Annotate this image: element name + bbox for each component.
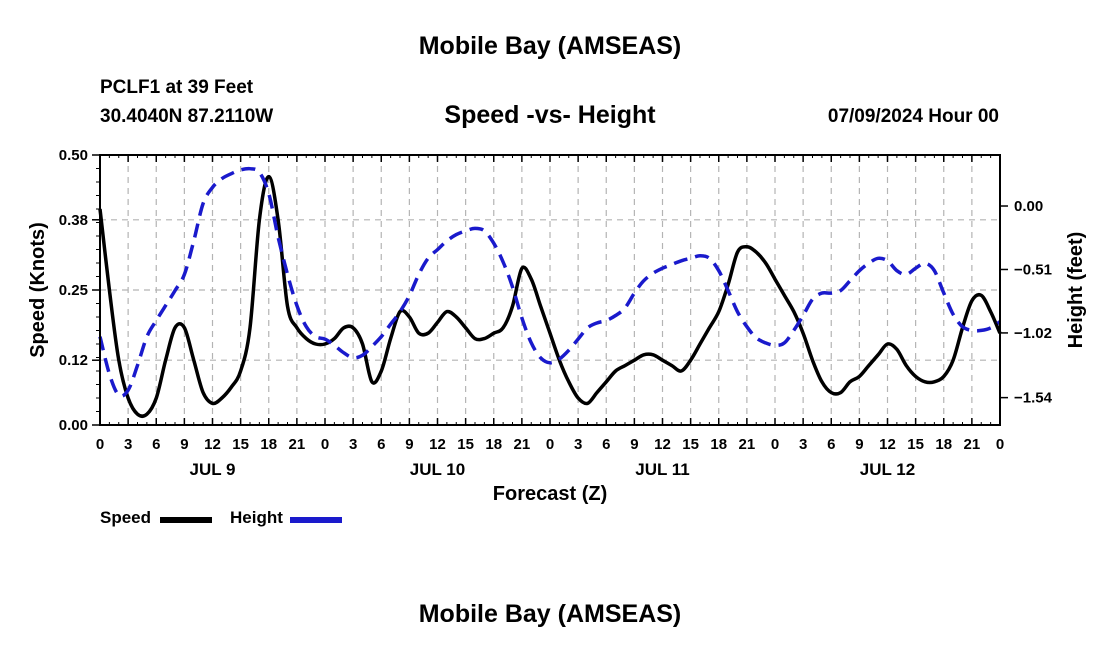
x-tick-label: 18 xyxy=(935,436,952,453)
x-tick-label: 3 xyxy=(574,436,582,453)
height-series-line xyxy=(98,166,1002,398)
series-layer xyxy=(98,166,1002,418)
y-tick-label: 0.25 xyxy=(59,282,88,299)
chart-subtitle: Speed -vs- Height xyxy=(444,101,656,129)
legend-height-swatch xyxy=(290,517,342,523)
y2-tick-label: −1.02 xyxy=(1014,325,1052,342)
legend-speed-label: Speed xyxy=(100,508,152,527)
x-axis-label: Forecast (Z) xyxy=(493,483,607,505)
day-label: JUL 12 xyxy=(860,460,915,479)
x-tick-label: 9 xyxy=(180,436,188,453)
y-tick-label: 0.38 xyxy=(59,212,88,229)
grid xyxy=(100,155,1000,425)
axes-layer: 0 3 6 9 12 15 18 21 0 3 6 9 12 15 18 21 0 3 6 9 12 15 18 21 0 3 6 9… xyxy=(59,147,1053,479)
x-tick-label: 21 xyxy=(514,436,531,453)
x-tick-label: 6 xyxy=(602,436,610,453)
speed-series-line xyxy=(98,174,1002,418)
x-tick-label: 3 xyxy=(799,436,807,453)
x-tick-label: 9 xyxy=(855,436,863,453)
x-tick-label: 9 xyxy=(405,436,413,453)
x-tick-label: 6 xyxy=(152,436,160,453)
x-tick-label: 6 xyxy=(827,436,835,453)
x-tick-label: 12 xyxy=(654,436,671,453)
y2-tick-label: −0.51 xyxy=(1014,261,1052,278)
x-tick-label: 0 xyxy=(96,436,104,453)
x-tick-label: 18 xyxy=(260,436,277,453)
chart-title: Mobile Bay (AMSEAS) xyxy=(418,32,682,60)
x-tick-label: 12 xyxy=(879,436,896,453)
x-tick-label: 0 xyxy=(996,436,1004,453)
y2-axis-label: Height (feet) xyxy=(1065,232,1087,349)
day-label: JUL 10 xyxy=(410,460,465,479)
x-tick-label: 9 xyxy=(630,436,638,453)
day-label: JUL 11 xyxy=(635,460,690,479)
x-tick-label: 3 xyxy=(124,436,132,453)
x-tick-label: 21 xyxy=(964,436,981,453)
x-tick-label: 21 xyxy=(289,436,306,453)
x-tick-label: 15 xyxy=(457,436,474,453)
x-tick-label: 18 xyxy=(485,436,502,453)
forecast-datetime: 07/09/2024 Hour 00 xyxy=(827,106,999,127)
footer-title: Mobile Bay (AMSEAS) xyxy=(418,600,682,628)
coordinates-label: 30.4040N 87.2110W xyxy=(100,106,274,127)
y-tick-label: 0.50 xyxy=(59,147,88,164)
x-tick-label: 15 xyxy=(907,436,924,453)
x-tick-label: 21 xyxy=(739,436,756,453)
legend-speed-swatch xyxy=(160,517,212,523)
x-tick-label: 3 xyxy=(349,436,357,453)
x-tick-label: 18 xyxy=(710,436,727,453)
legend-height-label: Height xyxy=(230,508,283,527)
y2-tick-label: −1.54 xyxy=(1014,390,1053,407)
y-tick-label: 0.12 xyxy=(59,352,88,369)
x-tick-label: 15 xyxy=(232,436,249,453)
y-axis-label: Speed (Knots) xyxy=(27,222,49,358)
x-tick-label: 15 xyxy=(682,436,699,453)
y-tick-label: 0.00 xyxy=(59,417,88,434)
station-label: PCLF1 at 39 Feet xyxy=(100,77,254,98)
day-label: JUL 9 xyxy=(190,460,236,479)
x-tick-label: 12 xyxy=(429,436,446,453)
x-tick-label: 12 xyxy=(204,436,221,453)
x-tick-label: 6 xyxy=(377,436,385,453)
x-tick-label: 0 xyxy=(771,436,779,453)
x-tick-label: 0 xyxy=(321,436,329,453)
x-tick-label: 0 xyxy=(546,436,554,453)
y2-tick-label: 0.00 xyxy=(1014,198,1043,215)
